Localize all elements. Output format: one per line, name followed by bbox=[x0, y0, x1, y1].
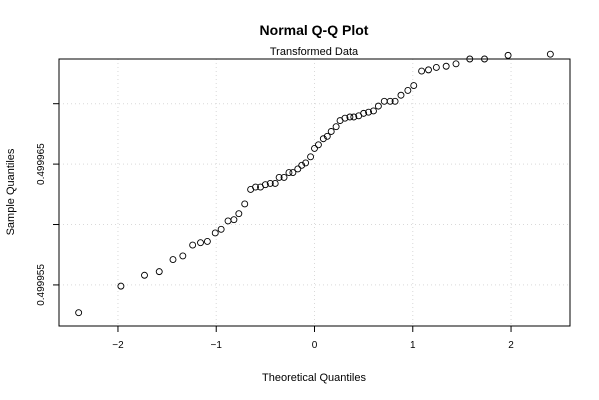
data-point-27 bbox=[302, 159, 310, 167]
data-point-24 bbox=[289, 169, 297, 177]
data-point-49 bbox=[410, 82, 418, 90]
data-point-57 bbox=[504, 51, 512, 59]
data-point-16 bbox=[252, 183, 259, 191]
x-tick-label-4: 2 bbox=[508, 340, 514, 351]
data-point-9 bbox=[211, 229, 219, 237]
data-point-37 bbox=[346, 113, 354, 121]
data-point-29 bbox=[311, 144, 318, 152]
data-point-2 bbox=[141, 271, 148, 279]
data-point-19 bbox=[266, 179, 274, 187]
data-point-13 bbox=[235, 210, 243, 218]
data-point-18 bbox=[261, 181, 269, 189]
data-point-31 bbox=[319, 135, 327, 143]
data-point-50 bbox=[418, 67, 426, 75]
data-point-22 bbox=[280, 173, 288, 181]
data-point-47 bbox=[397, 91, 405, 99]
data-point-25 bbox=[294, 165, 302, 173]
data-point-58 bbox=[546, 50, 554, 58]
data-point-0 bbox=[75, 309, 83, 317]
data-point-34 bbox=[332, 123, 340, 131]
axes: −2 −1 0 1 2 0.499955 0.499965 bbox=[36, 103, 514, 351]
data-point-7 bbox=[197, 239, 204, 247]
data-point-41 bbox=[365, 108, 372, 116]
data-point-43 bbox=[374, 102, 382, 110]
data-point-10 bbox=[217, 225, 225, 233]
data-point-20 bbox=[271, 179, 279, 187]
x-tick-label-0: −2 bbox=[112, 340, 124, 351]
data-point-12 bbox=[230, 216, 238, 224]
data-point-5 bbox=[179, 252, 187, 260]
data-point-38 bbox=[350, 113, 358, 121]
chart-subtitle: Transformed Data bbox=[270, 46, 359, 58]
x-tick-label-1: −1 bbox=[211, 340, 223, 351]
data-point-42 bbox=[370, 107, 377, 115]
data-point-3 bbox=[155, 268, 163, 276]
grid-lines bbox=[59, 59, 570, 326]
data-point-1 bbox=[117, 282, 125, 290]
y-axis-label: Sample Quantiles bbox=[5, 148, 17, 235]
data-point-53 bbox=[442, 62, 450, 70]
data-point-14 bbox=[241, 200, 249, 208]
data-points bbox=[75, 50, 554, 317]
data-point-54 bbox=[452, 60, 460, 68]
data-point-51 bbox=[425, 66, 432, 74]
data-point-48 bbox=[404, 86, 412, 94]
data-point-36 bbox=[341, 114, 349, 122]
plot-frame bbox=[58, 58, 571, 327]
data-point-4 bbox=[169, 256, 177, 264]
data-point-40 bbox=[360, 109, 368, 117]
data-point-33 bbox=[327, 128, 335, 135]
data-point-26 bbox=[298, 161, 306, 169]
x-tick-label-3: 1 bbox=[410, 340, 416, 351]
chart-title: Normal Q-Q Plot bbox=[260, 22, 369, 38]
data-point-30 bbox=[314, 141, 322, 149]
x-tick-label-2: 0 bbox=[312, 340, 318, 351]
data-point-6 bbox=[189, 241, 197, 249]
data-point-32 bbox=[323, 132, 331, 140]
data-point-52 bbox=[432, 64, 440, 71]
data-point-44 bbox=[380, 97, 388, 105]
data-point-28 bbox=[307, 153, 315, 161]
data-point-8 bbox=[203, 237, 211, 245]
y-tick-label-0: 0.499955 bbox=[36, 264, 47, 306]
data-point-45 bbox=[386, 97, 394, 105]
data-point-23 bbox=[285, 169, 293, 177]
x-axis-label: Theoretical Quantiles bbox=[262, 372, 366, 384]
data-point-21 bbox=[275, 173, 283, 181]
data-point-11 bbox=[224, 217, 232, 225]
y-tick-label-2: 0.499965 bbox=[36, 143, 47, 185]
data-point-46 bbox=[391, 97, 399, 105]
